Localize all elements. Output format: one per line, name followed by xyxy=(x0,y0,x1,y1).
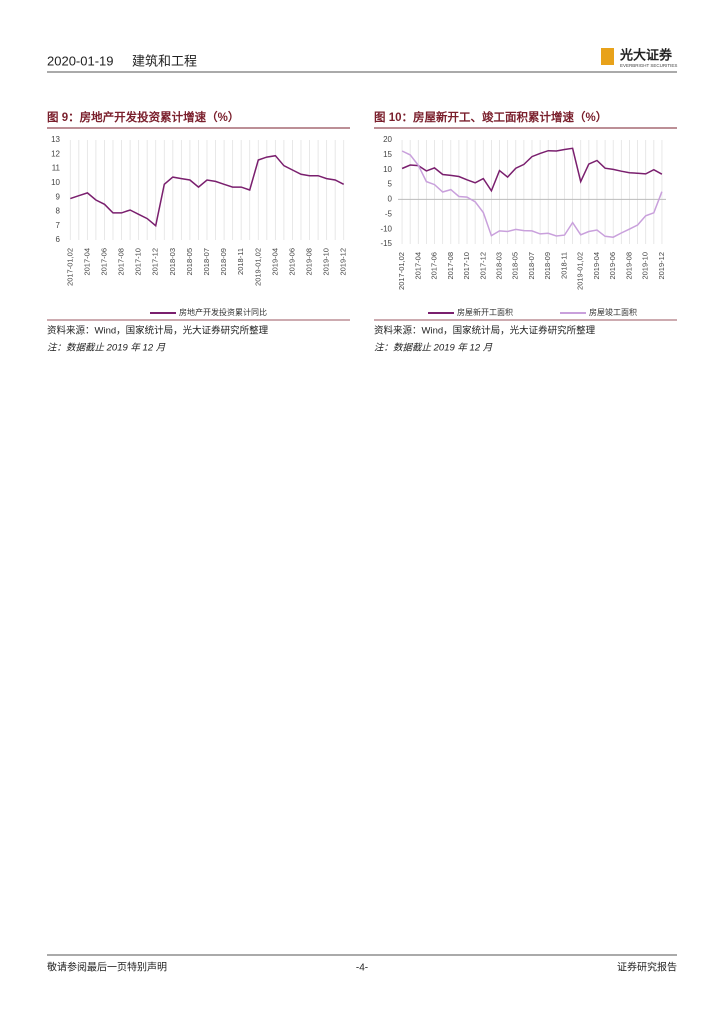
header-section: 建筑和工程 xyxy=(132,53,197,68)
x-tick-label: 2018-07 xyxy=(527,252,536,280)
x-tick-label: 2018-03 xyxy=(494,252,503,280)
series-line xyxy=(70,154,345,228)
x-tick-label: 2018-05 xyxy=(185,248,194,276)
x-tick-label: 2017-01,02 xyxy=(65,248,74,286)
y-tick-label: 13 xyxy=(51,135,60,144)
legend-label: 房屋新开工面积 xyxy=(457,307,513,317)
y-tick-label: 11 xyxy=(52,164,61,173)
x-tick-label: 2017-06 xyxy=(99,248,108,276)
footer-disclaimer: 敬请参阅最后一页特别声明 xyxy=(47,961,167,974)
x-tick-label: 2019-06 xyxy=(608,252,617,280)
y-tick-label: 10 xyxy=(383,165,392,174)
y-tick-label: 0 xyxy=(388,195,393,204)
x-tick-label: 2017-10 xyxy=(134,248,143,276)
page-number: -4- xyxy=(356,963,368,974)
logo-english: EVERBRIGHT SECURITIES xyxy=(620,63,677,68)
x-tick-label: 2019-04 xyxy=(592,252,601,280)
figure-title: 图 10：房屋新开工、竣工面积累计增速（%） xyxy=(374,110,607,124)
logo-icon xyxy=(601,48,614,65)
x-tick-label: 2017-12 xyxy=(478,252,487,280)
x-tick-label: 2017-04 xyxy=(82,248,91,276)
y-tick-label: -15 xyxy=(380,239,392,248)
figure-source: 资料来源：Wind，国家统计局，光大证券研究所整理 xyxy=(374,325,596,337)
figure-title: 图 9：房地产开发投资累计增速（%） xyxy=(47,110,239,124)
y-tick-label: -10 xyxy=(380,224,392,233)
x-tick-label: 2017-08 xyxy=(446,252,455,280)
y-tick-label: 15 xyxy=(383,150,392,159)
y-tick-label: 20 xyxy=(383,135,392,144)
x-tick-label: 2019-01,02 xyxy=(253,248,262,286)
x-tick-label: 2017-06 xyxy=(430,252,439,280)
logo-name: 光大证券 xyxy=(619,47,673,62)
x-tick-label: 2019-01,02 xyxy=(576,252,585,290)
x-tick-label: 2019-12 xyxy=(657,252,666,280)
figure-note: 注：数据截止 2019 年 12 月 xyxy=(47,342,166,354)
x-tick-label: 2019-08 xyxy=(305,248,314,276)
y-tick-label: 7 xyxy=(56,221,61,230)
figure-note: 注：数据截止 2019 年 12 月 xyxy=(374,342,493,354)
y-tick-label: 8 xyxy=(56,207,61,216)
x-tick-label: 2019-12 xyxy=(339,248,348,276)
series-line xyxy=(401,147,663,193)
x-tick-label: 2018-11 xyxy=(236,248,245,275)
x-tick-label: 2017-12 xyxy=(151,248,160,276)
x-tick-label: 2017-10 xyxy=(462,252,471,280)
footer-label: 证券研究报告 xyxy=(617,961,677,974)
x-tick-label: 2017-04 xyxy=(413,252,422,280)
x-tick-label: 2019-04 xyxy=(270,248,279,276)
legend-label: 房屋竣工面积 xyxy=(589,307,637,317)
y-tick-label: 6 xyxy=(56,235,61,244)
x-tick-label: 2019-06 xyxy=(287,248,296,276)
series-line xyxy=(401,150,663,238)
y-tick-label: 9 xyxy=(56,192,61,201)
legend-label: 房地产开发投资累计同比 xyxy=(179,307,267,317)
x-tick-label: 2018-09 xyxy=(219,248,228,276)
x-tick-label: 2017-01,02 xyxy=(397,252,406,290)
y-tick-label: 12 xyxy=(51,149,60,158)
y-tick-label: 5 xyxy=(388,180,393,189)
x-tick-label: 2018-07 xyxy=(202,248,211,276)
x-tick-label: 2018-03 xyxy=(168,248,177,276)
figure-source: 资料来源：Wind，国家统计局，光大证券研究所整理 xyxy=(47,325,269,337)
x-tick-label: 2019-10 xyxy=(641,252,650,280)
x-tick-label: 2019-08 xyxy=(624,252,633,280)
y-tick-label: -5 xyxy=(385,209,393,218)
x-tick-label: 2017-08 xyxy=(117,248,126,276)
x-tick-label: 2018-09 xyxy=(543,252,552,280)
y-tick-label: 10 xyxy=(51,178,60,187)
header-date: 2020-01-19 xyxy=(47,53,114,68)
x-tick-label: 2018-05 xyxy=(511,252,520,280)
x-tick-label: 2018-11 xyxy=(559,252,568,279)
x-tick-label: 2019-10 xyxy=(322,248,331,276)
